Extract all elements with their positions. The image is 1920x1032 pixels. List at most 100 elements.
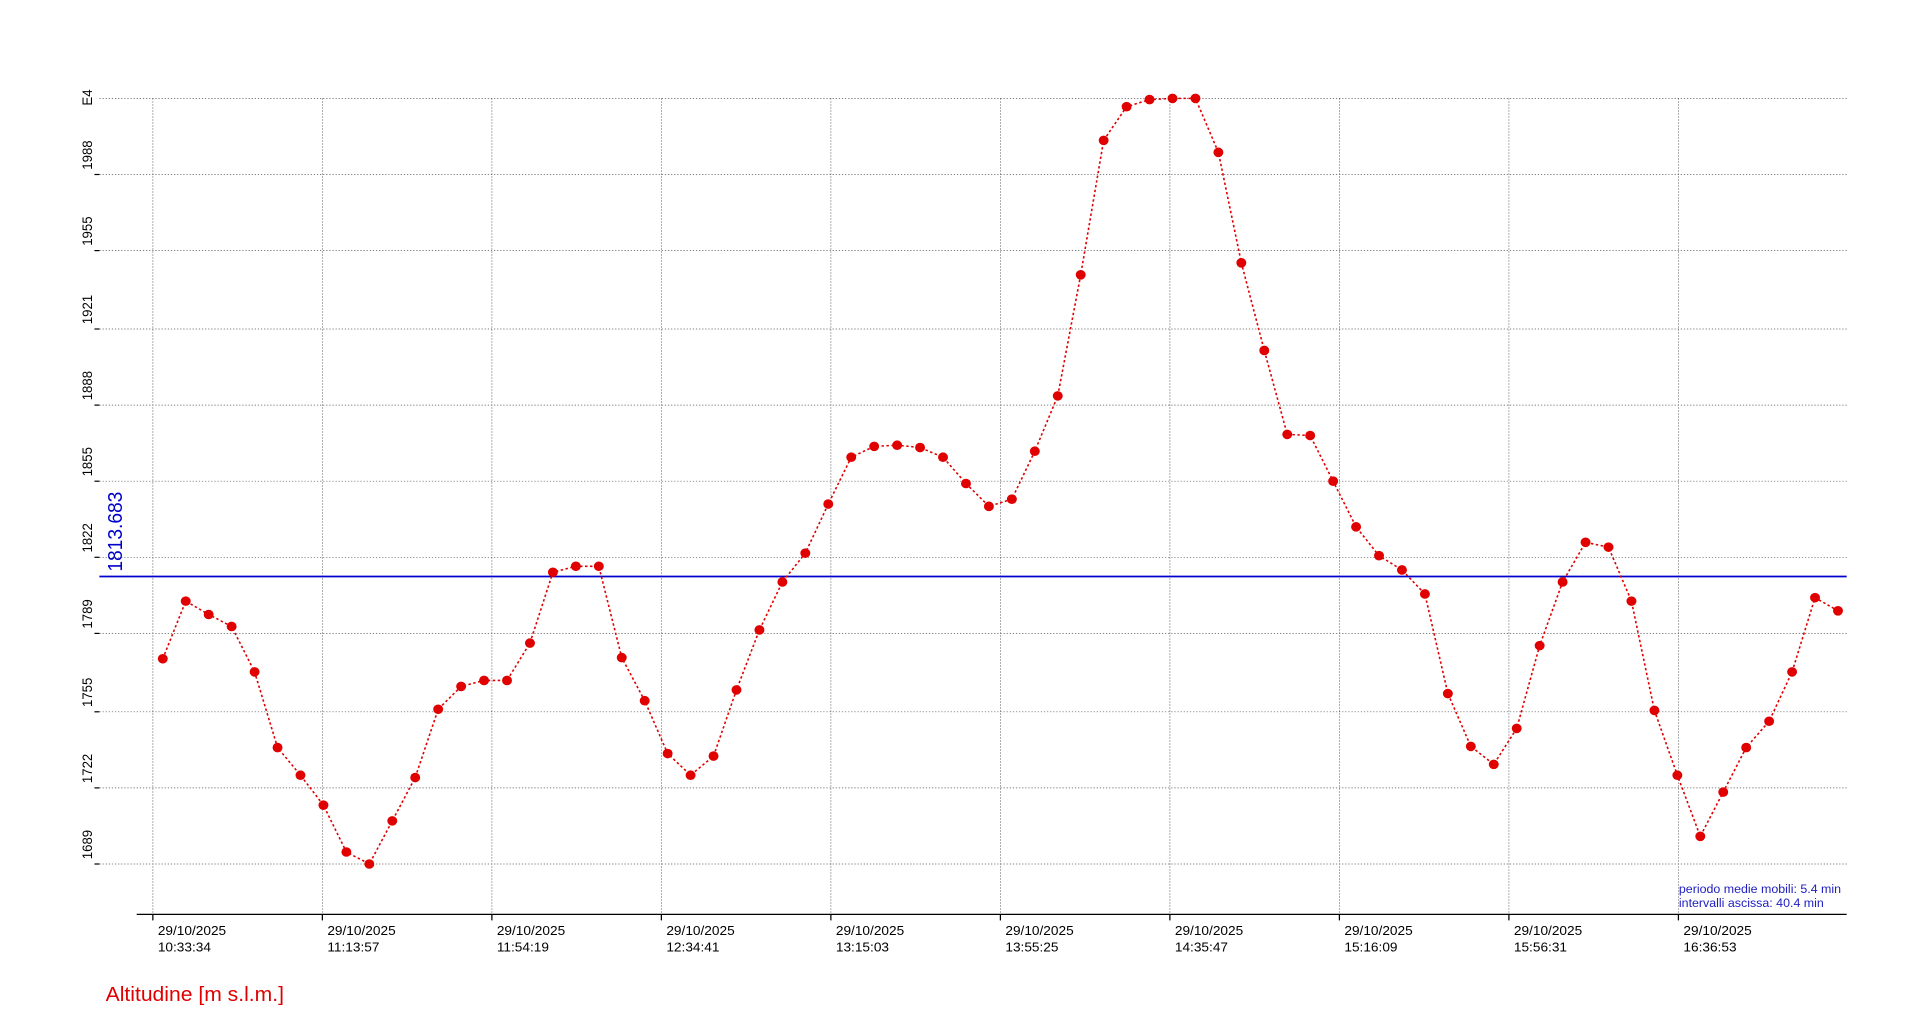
y-tick-label: 1988 bbox=[80, 140, 95, 169]
data-point bbox=[754, 625, 765, 635]
data-point bbox=[1810, 592, 1821, 603]
data-point bbox=[1075, 270, 1086, 280]
data-point bbox=[1098, 135, 1109, 146]
data-point bbox=[1328, 476, 1339, 486]
y-axis-title: Altitudine [m s.l.m.] bbox=[106, 983, 284, 1006]
x-tick-label: 29/10/2025 bbox=[1344, 923, 1412, 938]
x-tick-label: 11:13:57 bbox=[327, 940, 379, 955]
x-tick-label: 11:54:19 bbox=[497, 940, 549, 955]
x-tick-label: 29/10/2025 bbox=[666, 923, 734, 938]
data-point bbox=[1397, 565, 1407, 575]
data-point bbox=[1259, 345, 1270, 356]
data-point bbox=[341, 847, 352, 857]
y-axis-exponent: E4 bbox=[80, 89, 95, 106]
x-tick-label: 29/10/2025 bbox=[1683, 923, 1751, 938]
data-point bbox=[1351, 522, 1362, 532]
y-tick-label: 1689 bbox=[80, 830, 95, 859]
data-point bbox=[1488, 759, 1499, 770]
series-line bbox=[162, 97, 1839, 866]
data-point bbox=[203, 609, 214, 620]
data-point bbox=[524, 638, 535, 648]
data-point bbox=[410, 772, 421, 783]
data-point bbox=[1029, 446, 1040, 457]
x-tick-label: 29/10/2025 bbox=[1175, 923, 1243, 938]
data-point bbox=[249, 667, 260, 677]
data-point bbox=[800, 548, 811, 558]
data-point bbox=[456, 681, 467, 692]
data-point bbox=[1833, 605, 1843, 616]
data-point bbox=[1764, 716, 1775, 727]
data-point bbox=[1190, 93, 1201, 104]
data-point bbox=[570, 561, 581, 572]
x-tick-label: 10:33:34 bbox=[158, 940, 212, 955]
x-tick-label: 15:16:09 bbox=[1344, 940, 1397, 955]
data-point bbox=[662, 748, 673, 759]
data-point bbox=[1603, 542, 1614, 552]
reference-label: 1813.683 bbox=[104, 492, 126, 572]
data-point bbox=[1557, 577, 1568, 587]
y-tick-label: 1855 bbox=[80, 447, 95, 476]
data-point bbox=[731, 685, 742, 695]
data-point bbox=[708, 751, 719, 761]
data-point bbox=[869, 441, 880, 452]
y-tick-label: 1789 bbox=[80, 599, 95, 628]
data-point bbox=[1718, 787, 1729, 797]
data-point bbox=[1465, 741, 1476, 752]
data-point bbox=[318, 800, 329, 810]
data-point bbox=[1236, 258, 1247, 268]
data-point bbox=[1213, 147, 1224, 158]
y-tick-label: 1822 bbox=[80, 523, 95, 552]
data-point bbox=[364, 859, 375, 869]
y-tick-label: 1722 bbox=[80, 754, 95, 783]
note: periodo medie mobili: 5.4 min bbox=[1679, 882, 1841, 896]
x-tick-label: 29/10/2025 bbox=[1005, 923, 1073, 938]
x-tick-label: 14:35:47 bbox=[1175, 940, 1228, 955]
x-tick-label: 29/10/2025 bbox=[327, 923, 395, 938]
data-point bbox=[1626, 596, 1637, 606]
data-point bbox=[823, 499, 834, 509]
data-point bbox=[960, 478, 971, 489]
data-point bbox=[1121, 101, 1132, 112]
data-point bbox=[685, 770, 696, 781]
x-tick-label: 16:36:53 bbox=[1683, 940, 1736, 955]
x-tick-label: 13:55:25 bbox=[1005, 940, 1058, 955]
x-tick-label: 12:34:41 bbox=[666, 940, 719, 955]
data-point bbox=[1144, 94, 1155, 105]
y-tick-label: 1888 bbox=[80, 371, 95, 400]
data-point bbox=[938, 452, 948, 463]
data-point bbox=[846, 452, 857, 463]
data-point bbox=[1695, 831, 1706, 842]
data-point bbox=[1580, 537, 1591, 548]
data-point bbox=[1167, 93, 1178, 104]
data-point bbox=[983, 501, 994, 512]
x-tick-label: 29/10/2025 bbox=[836, 923, 904, 938]
data-point bbox=[777, 577, 788, 587]
data-point bbox=[272, 742, 283, 753]
data-point bbox=[1442, 688, 1453, 699]
data-point bbox=[1052, 391, 1063, 401]
data-point bbox=[639, 695, 650, 706]
data-point bbox=[915, 442, 926, 453]
y-tick-label: 1921 bbox=[80, 295, 95, 324]
data-point bbox=[1374, 550, 1384, 561]
data-point bbox=[1787, 667, 1798, 677]
data-point bbox=[1534, 640, 1545, 651]
data-point bbox=[1419, 589, 1430, 599]
data-point bbox=[387, 816, 398, 826]
data-point bbox=[892, 440, 903, 451]
x-tick-label: 29/10/2025 bbox=[1514, 923, 1582, 938]
data-point bbox=[433, 704, 444, 715]
data-point bbox=[1741, 742, 1752, 753]
x-tick-label: 29/10/2025 bbox=[497, 923, 565, 938]
data-point bbox=[226, 621, 237, 632]
x-tick-label: 29/10/2025 bbox=[158, 923, 226, 938]
data-point bbox=[295, 770, 306, 781]
note: intervalli ascissa: 40.4 min bbox=[1679, 896, 1824, 910]
data-point bbox=[479, 675, 490, 686]
data-point bbox=[547, 567, 558, 578]
data-point bbox=[616, 652, 627, 663]
data-point bbox=[1672, 770, 1683, 781]
x-tick-label: 15:56:31 bbox=[1514, 940, 1567, 955]
data-point bbox=[502, 675, 512, 686]
